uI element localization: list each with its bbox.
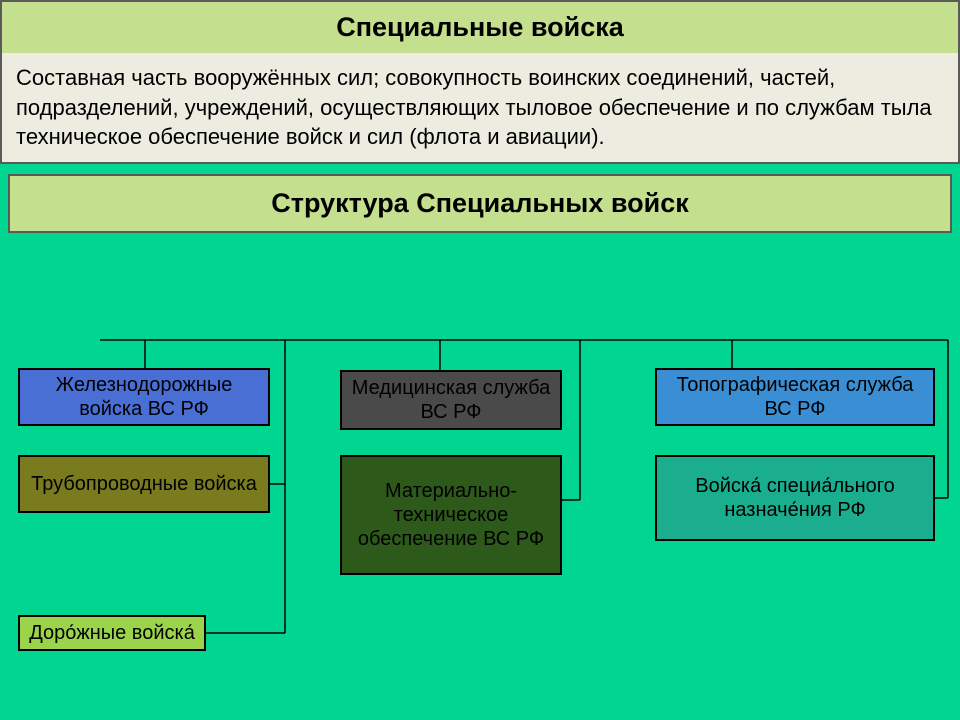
main-description: Составная часть вооружённых сил; совокуп… (2, 53, 958, 162)
diagram-root: Специальные войска Составная часть воору… (0, 0, 960, 720)
node-spn: Войска́ специа́льного назначе́ния РФ (655, 455, 935, 541)
main-title: Специальные войска (2, 2, 958, 53)
node-pipe: Трубопроводные войска (18, 455, 270, 513)
node-road: Доро́жные войска́ (18, 615, 206, 651)
structure-title: Структура Специальных войск (8, 174, 952, 233)
node-mto: Материально-техническое обеспечение ВС Р… (340, 455, 562, 575)
structure-area: Железнодорожные войска ВС РФ Трубопроводн… (0, 240, 960, 720)
node-rail: Железнодорожные войска ВС РФ (18, 368, 270, 426)
node-topo: Топографическая служба ВС РФ (655, 368, 935, 426)
node-med: Медицинская служба ВС РФ (340, 370, 562, 430)
header-block: Специальные войска Составная часть воору… (0, 0, 960, 164)
